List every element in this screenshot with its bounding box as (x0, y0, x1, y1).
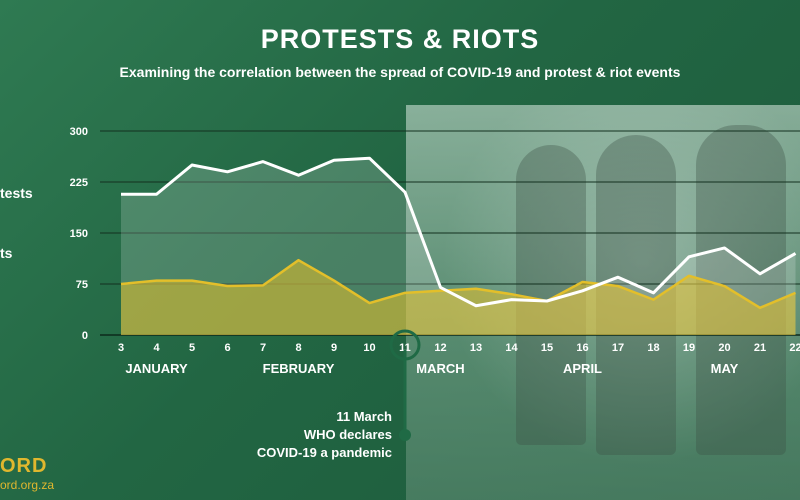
x-tick-label: 12 (434, 342, 446, 354)
x-tick-label: 22 (789, 342, 800, 354)
protests-line (121, 156, 797, 308)
y-tick-label: 75 (76, 279, 88, 291)
y-tick-label: 150 (70, 228, 88, 240)
annotation-line-1: 11 March (336, 409, 392, 424)
month-label: MARCH (416, 361, 464, 376)
month-label: JANUARY (125, 361, 188, 376)
riots-line (120, 258, 796, 310)
x-tick-label: 16 (576, 342, 588, 354)
x-tick-label: 5 (189, 342, 195, 354)
x-tick-label: 3 (118, 342, 124, 354)
x-tick-label: 19 (683, 342, 695, 354)
annotation-line-2: WHO declares (303, 427, 392, 442)
chart-title: PROTESTS & RIOTS (260, 24, 540, 54)
month-label: FEBRUARY (263, 361, 335, 376)
brand-logo-text: ORD (0, 455, 48, 477)
pandemic-marker-dot (399, 429, 411, 441)
x-tick-label: 6 (224, 342, 230, 354)
month-label: APRIL (563, 361, 602, 376)
y-tick-label: 225 (70, 177, 88, 189)
pandemic-annotation: 11 March WHO declares COVID-19 a pandemi… (200, 408, 392, 462)
annotation-line-3: COVID-19 a pandemic (256, 445, 392, 460)
y-tick-label: 300 (70, 126, 88, 138)
x-tick-label: 4 (153, 342, 160, 354)
x-tick-label: 8 (295, 342, 301, 354)
x-tick-label: 11 (399, 342, 411, 354)
month-label: MAY (711, 361, 739, 376)
x-tick-label: 7 (260, 342, 266, 354)
x-tick-label: 13 (470, 342, 482, 354)
pandemic-marker-ring (389, 329, 421, 361)
x-tick-label: 9 (331, 342, 337, 354)
x-tick-label: 14 (505, 342, 518, 354)
y-tick-label: 0 (82, 330, 88, 342)
chart-subtitle: Examining the correlation between the sp… (119, 64, 681, 80)
x-tick-label: 17 (612, 342, 624, 354)
x-tick-label: 10 (363, 342, 375, 354)
x-tick-label: 18 (647, 342, 659, 354)
legend-protests: tests (0, 185, 33, 201)
x-tick-label: 20 (718, 342, 730, 354)
legend-riots: ts (0, 245, 13, 261)
x-tick-label: 15 (541, 342, 553, 354)
brand-url[interactable]: ord.org.za (0, 478, 55, 492)
x-tick-label: 21 (754, 342, 766, 354)
